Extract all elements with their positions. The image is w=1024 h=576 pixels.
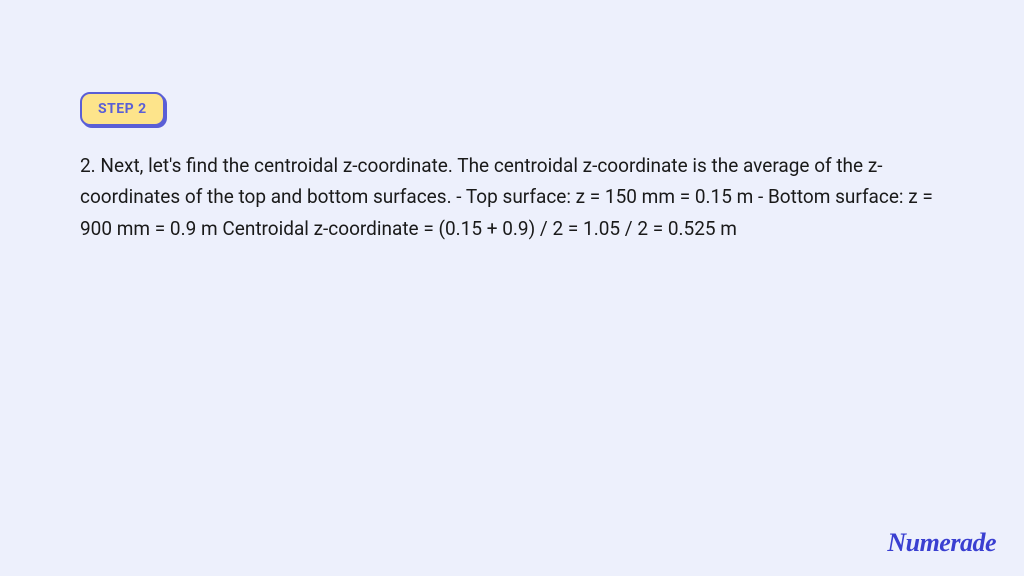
- numerade-logo: Numerade: [887, 528, 996, 558]
- step-badge: STEP 2: [80, 92, 165, 126]
- solution-step-text: 2. Next, let's find the centroidal z-coo…: [80, 150, 944, 244]
- logo-text: Numerade: [887, 528, 996, 557]
- content-area: STEP 2 2. Next, let's find the centroida…: [0, 0, 1024, 244]
